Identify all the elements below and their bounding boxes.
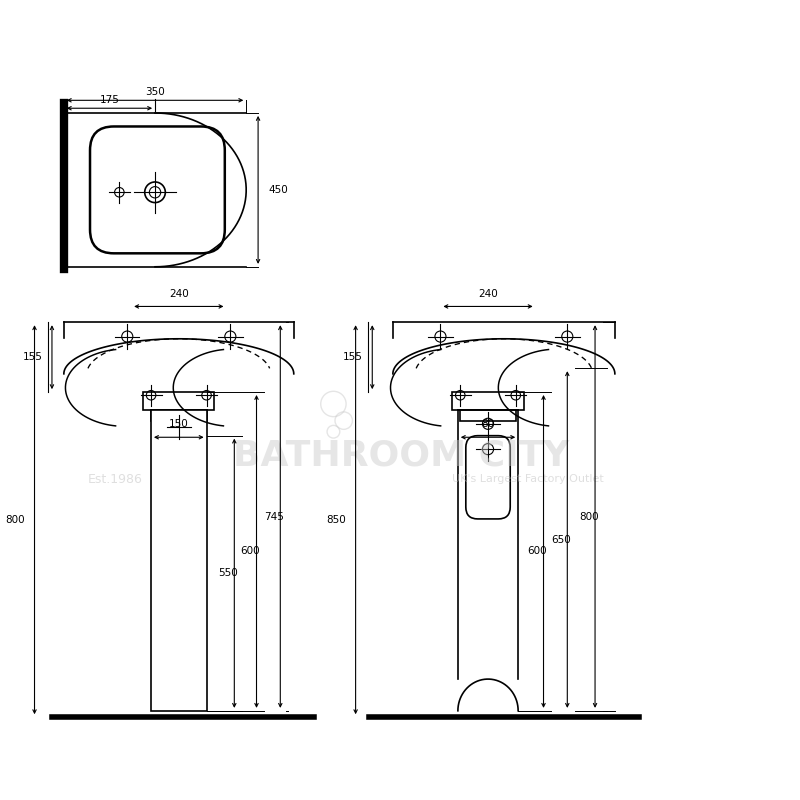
Text: 450: 450 <box>269 185 288 195</box>
Text: 150: 150 <box>169 419 189 430</box>
Text: 155: 155 <box>343 352 362 362</box>
Text: 800: 800 <box>6 514 25 525</box>
Text: 350: 350 <box>145 87 165 97</box>
Bar <box>143 392 214 410</box>
Bar <box>452 392 524 410</box>
Bar <box>151 410 206 710</box>
Text: 550: 550 <box>218 568 238 578</box>
Text: Est.1986: Est.1986 <box>88 473 143 486</box>
Text: 745: 745 <box>264 511 284 522</box>
Text: 600: 600 <box>527 546 547 557</box>
Text: UK's Largest Factory Outlet: UK's Largest Factory Outlet <box>452 474 603 484</box>
Text: 175: 175 <box>99 95 119 105</box>
Text: 650: 650 <box>551 534 571 545</box>
Text: 80: 80 <box>482 419 494 430</box>
Text: 850: 850 <box>326 514 346 525</box>
Bar <box>151 410 206 422</box>
Text: 800: 800 <box>579 511 598 522</box>
Text: 240: 240 <box>169 289 189 298</box>
Text: 240: 240 <box>478 289 498 298</box>
Text: 600: 600 <box>240 546 260 557</box>
Text: BATHROOM CITY: BATHROOM CITY <box>233 438 569 473</box>
Text: 155: 155 <box>22 352 42 362</box>
Bar <box>460 410 516 422</box>
